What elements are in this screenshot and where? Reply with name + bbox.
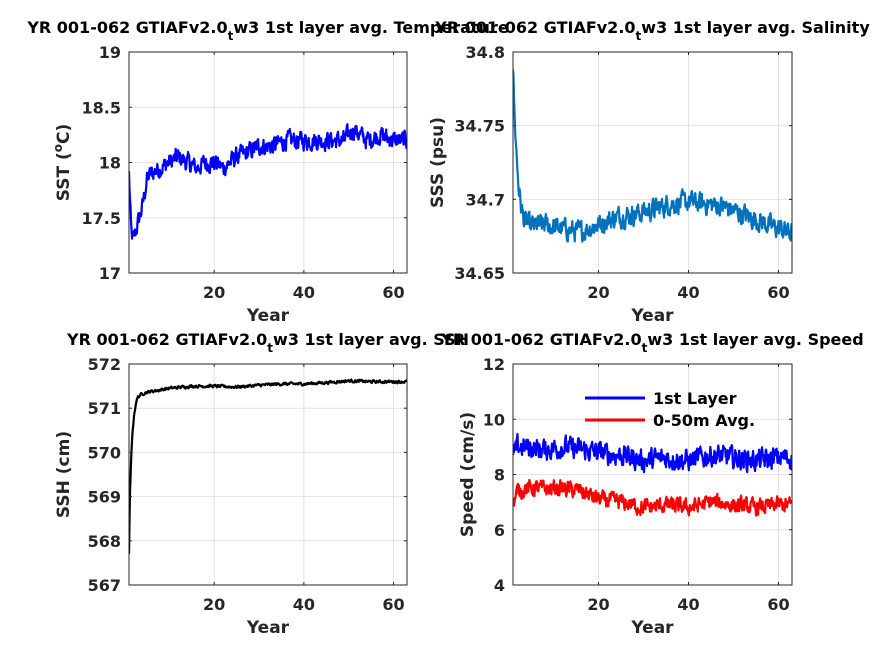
y-tick-label: 34.75: [454, 117, 505, 136]
y-tick-label: 17.5: [82, 209, 121, 228]
y-tick-label: 18.5: [82, 98, 121, 117]
y-tick-label: 570: [88, 443, 121, 462]
x-tick-label: 60: [382, 283, 404, 302]
sst-panel: 20 40 60 17 17.5 18 18.5 19 Year SST (oC) YR 001-0…: [26, 18, 509, 326]
ssh-title: YR 001-062 GTIAFv2.0tw3 1st layer avg. S…: [66, 330, 469, 355]
x-tick-label: 60: [767, 595, 789, 614]
y-tick-label: 34.65: [454, 264, 505, 283]
y-tick-label: 567: [88, 576, 121, 595]
y-tick-label: 34.7: [466, 190, 505, 209]
speed-x-axis-label: Year: [630, 618, 674, 638]
ssh-panel: 20 40 60 567 568 569 570 571 572 Year SSH (cm) YR 0…: [54, 330, 469, 638]
sss-plot-area: [513, 52, 792, 273]
x-tick-label: 40: [293, 595, 315, 614]
x-tick-label: 40: [293, 283, 315, 302]
ssh-x-axis-label: Year: [246, 618, 290, 638]
y-tick-label: 19: [99, 43, 121, 62]
y-tick-label: 6: [494, 521, 505, 540]
y-tick-label: 572: [88, 355, 121, 374]
y-tick-label: 34.8: [466, 43, 505, 62]
ssh-series-0-line: [129, 378, 407, 554]
sss-panel: 20 40 60 34.65 34.7 34.75 34.8 Year SSS (psu) YR …: [428, 18, 870, 326]
ssh-y-axis-label: SSH (cm): [54, 431, 74, 518]
sst-x-axis-label: Year: [246, 306, 290, 326]
y-tick-label: 4: [494, 576, 505, 595]
sst-series-0-line: [129, 123, 407, 240]
x-tick-label: 40: [677, 595, 699, 614]
x-tick-label: 20: [203, 283, 225, 302]
sst-y-axis-label: SST (oC): [51, 124, 74, 202]
sst-title: YR 001-062 GTIAFv2.0tw3 1st layer avg. T…: [26, 18, 509, 43]
legend-label: 0-50m Avg.: [653, 411, 755, 430]
y-tick-label: 569: [88, 488, 121, 507]
y-tick-label: 568: [88, 532, 121, 551]
y-tick-label: 17: [99, 264, 121, 283]
y-tick-label: 8: [494, 466, 505, 485]
x-tick-label: 20: [587, 283, 609, 302]
y-tick-label: 18: [99, 154, 121, 173]
x-tick-label: 60: [382, 595, 404, 614]
sss-x-axis-label: Year: [630, 306, 674, 326]
legend-label: 1st Layer: [653, 389, 737, 408]
x-tick-label: 40: [677, 283, 699, 302]
sss-series-0-line: [513, 69, 792, 243]
ssh-plot-area: [129, 364, 407, 585]
speed-series-0-line: [513, 432, 792, 474]
sss-title: YR 001-062 GTIAFv2.0tw3 1st layer avg. S…: [434, 18, 870, 43]
speed-series-1-line: [513, 478, 792, 517]
speed-panel: 20 40 60 4 6 8 10 12 Year Speed (cm/s) YR 001-062 …: [440, 330, 863, 638]
speed-title: YR 001-062 GTIAFv2.0tw3 1st layer avg. S…: [440, 330, 863, 355]
x-tick-label: 20: [587, 595, 609, 614]
speed-y-axis-label: Speed (cm/s): [458, 412, 478, 537]
y-tick-label: 10: [483, 410, 505, 429]
sss-y-axis-label: SSS (psu): [428, 117, 448, 208]
x-tick-label: 60: [767, 283, 789, 302]
y-tick-label: 571: [88, 399, 121, 418]
x-tick-label: 20: [203, 595, 225, 614]
sss-axes-box: [512, 51, 793, 274]
y-tick-label: 12: [483, 355, 505, 374]
ssh-axes-box: [128, 363, 408, 586]
